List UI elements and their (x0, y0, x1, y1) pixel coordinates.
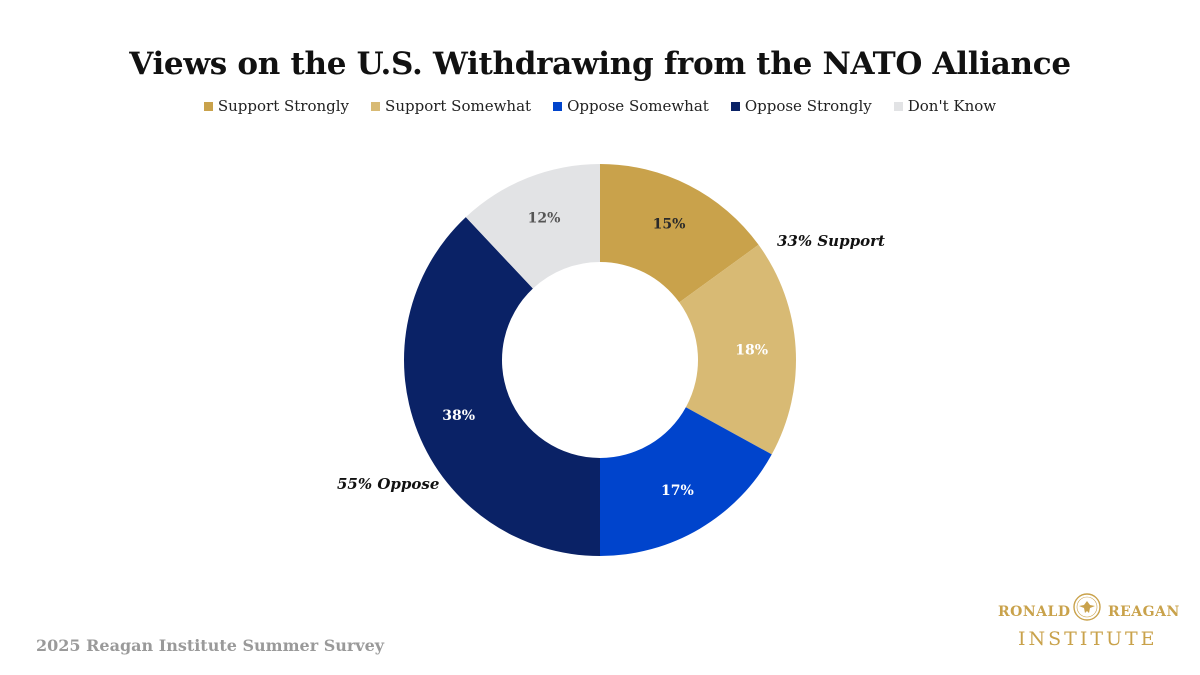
legend-swatch (553, 101, 563, 111)
legend-item: Oppose Somewhat (553, 97, 709, 115)
annotation-oppose: 55% Oppose (337, 475, 439, 493)
legend-label: Oppose Strongly (744, 97, 872, 115)
slice-data-label: 17% (661, 483, 694, 499)
legend-label: Support Strongly (217, 97, 350, 115)
slice-data-label: 12% (528, 211, 561, 227)
chart-legend: Support Strongly Support Somewhat Oppose S… (0, 97, 1200, 115)
legend-item: Don't Know (893, 97, 997, 115)
chart-title: Views on the U.S. Withdrawing from the N… (129, 46, 1071, 82)
legend-item: Oppose Strongly (730, 97, 872, 115)
legend-swatch (893, 101, 903, 111)
logo-text-reagan: REAGAN (1108, 604, 1180, 620)
legend-swatch (371, 101, 381, 111)
legend-item: Support Strongly (203, 97, 350, 115)
slice-data-label: 38% (442, 408, 475, 424)
donut-slice-support-strongly (600, 164, 759, 303)
legend-swatch (730, 101, 740, 111)
donut-slice-oppose-somewhat (600, 407, 772, 556)
legend-item: Support Somewhat (371, 97, 531, 115)
slice-data-label: 18% (735, 342, 768, 358)
source-footer: 2025 Reagan Institute Summer Survey (36, 636, 385, 655)
donut-slice-support-somewhat (679, 244, 796, 455)
legend-label: Don't Know (907, 97, 997, 115)
eagle-seal-icon (1073, 593, 1101, 621)
donut-slice-oppose-strongly (404, 217, 600, 557)
slice-data-label: 15% (653, 217, 686, 233)
reagan-institute-logo: RONALD REAGAN INSTITUTE (996, 590, 1179, 652)
legend-swatch (203, 101, 213, 111)
legend-label: Support Somewhat (385, 97, 532, 115)
logo-text-institute: INSTITUTE (1018, 628, 1158, 650)
donut-slice-don-t-know (465, 164, 600, 289)
annotation-support: 33% Support (777, 232, 885, 250)
legend-label: Oppose Somewhat (567, 97, 709, 115)
logo-text-ronald: RONALD (998, 604, 1071, 620)
